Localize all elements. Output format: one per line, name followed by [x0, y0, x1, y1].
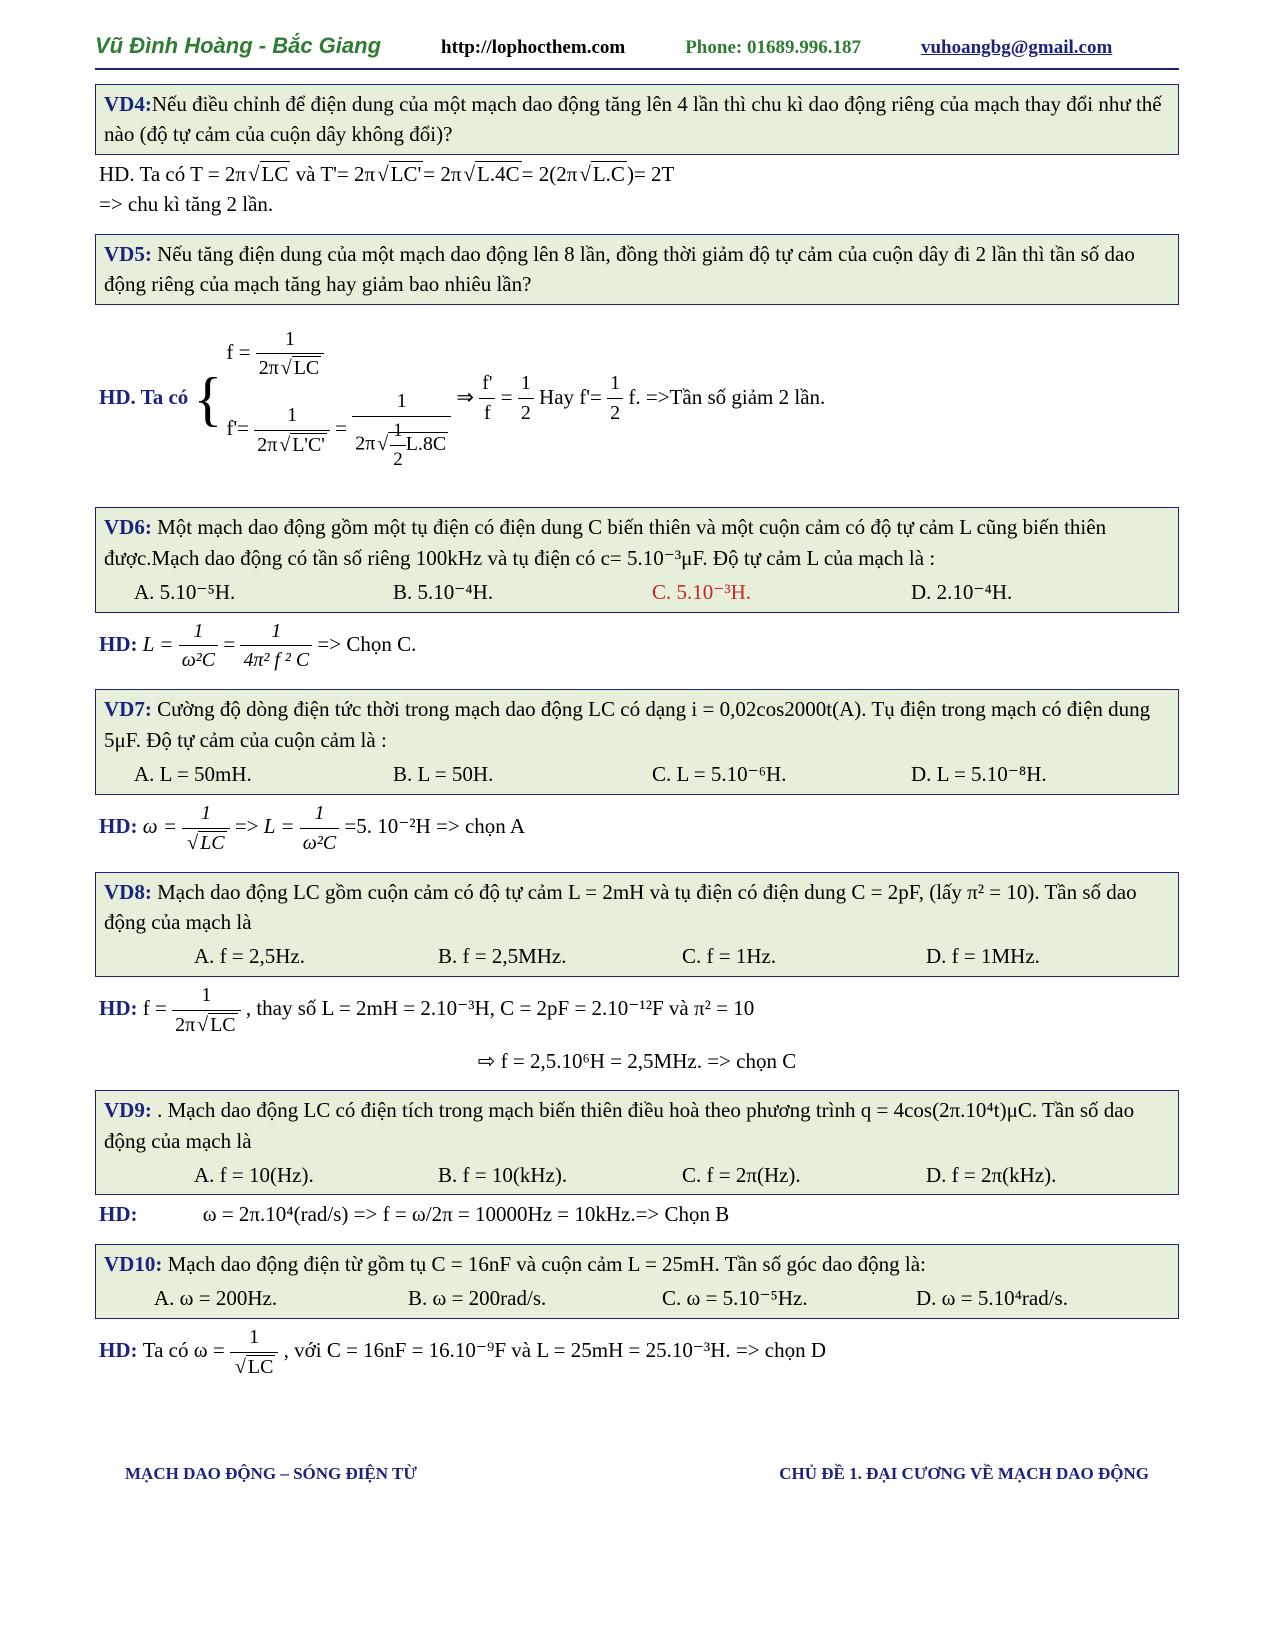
- vd6-tail: => Chọn C.: [317, 632, 416, 656]
- vd6-hd: HD:: [99, 632, 143, 656]
- vd10-hd: HD:: [99, 1338, 143, 1362]
- vd5-hd: HD. Ta có: [99, 385, 188, 409]
- vd5-half1: 12: [518, 369, 534, 428]
- vd9-tail: ω = 2π.10⁴(rad/s) => f = ω/2π = 10000Hz …: [143, 1202, 730, 1226]
- vd9-label: VD9:: [104, 1098, 152, 1122]
- vd7-text: Cường độ dòng điện tức thời trong mạch d…: [104, 697, 1150, 751]
- vd9-optC: C. f = 2π(Hz).: [682, 1160, 926, 1190]
- problem-vd6: VD6: Một mạch dao động gồm một tụ điện c…: [95, 507, 1179, 612]
- vd8-optA: A. f = 2,5Hz.: [104, 941, 438, 971]
- vd5-half2: 12: [607, 369, 623, 428]
- vd8-fpre: f =: [143, 996, 172, 1020]
- vd8-optB: B. f = 2,5MHz.: [438, 941, 682, 971]
- vd4-formula-Tp: T'= 2πLC'= 2πL.4C= 2(2πL.C)= 2T: [320, 162, 674, 186]
- phone-label: Phone: 01689.996.187: [685, 34, 861, 62]
- vd5-solution: HD. Ta có { f = 12πLC f'= 12πL'C' = 12π1…: [95, 305, 1179, 494]
- problem-vd4: VD4:Nếu điều chỉnh để điện dung của một …: [95, 84, 1179, 155]
- email-link[interactable]: vuhoangbg@gmail.com: [921, 34, 1112, 62]
- vd9-options: A. f = 10(Hz). B. f = 10(kHz). C. f = 2π…: [104, 1156, 1170, 1190]
- problem-vd5: VD5: Nếu tăng điện dung của một mạch dao…: [95, 234, 1179, 305]
- vd10-options: A. ω = 200Hz. B. ω = 200rad/s. C. ω = 5.…: [104, 1279, 1170, 1313]
- vd6-label: VD6:: [104, 515, 152, 539]
- vd4-sol3: => chu kì tăng 2 lần.: [99, 192, 273, 216]
- vd10-label: VD10:: [104, 1252, 162, 1276]
- vd7-om: 1LC: [182, 799, 229, 858]
- vd9-optD: D. f = 2π(kHz).: [926, 1160, 1170, 1190]
- vd7-om-pre: ω =: [143, 814, 183, 838]
- vd8-optD: D. f = 1MHz.: [926, 941, 1170, 971]
- vd7-options: A. L = 50mH. B. L = 50H. C. L = 5.10⁻⁶H.…: [104, 755, 1170, 789]
- vd10-solution: HD: Ta có ω = 1LC , với C = 16nF = 16.10…: [95, 1319, 1179, 1382]
- problem-vd9: VD9: . Mạch dao động LC có điện tích tro…: [95, 1090, 1179, 1195]
- vd9-text: . Mạch dao động LC có điện tích trong mạ…: [104, 1098, 1134, 1152]
- author-name: Vũ Đình Hoàng - Bắc Giang: [95, 30, 381, 62]
- vd8-frac: 12πLC: [172, 981, 240, 1040]
- vd6-L: L =: [143, 632, 179, 656]
- vd4-label: VD4:: [104, 92, 152, 116]
- vd6-optD: D. 2.10⁻⁴H.: [911, 577, 1170, 607]
- vd8-solution: HD: f = 12πLC , thay số L = 2mH = 2.10⁻³…: [95, 977, 1179, 1076]
- vd9-optB: B. f = 10(kHz).: [438, 1160, 682, 1190]
- page-header: Vũ Đình Hoàng - Bắc Giang http://lophoct…: [95, 30, 1179, 70]
- vd6-f2: 14π² f ² C: [240, 617, 312, 676]
- vd10-optD: D. ω = 5.10⁴rad/s.: [916, 1283, 1170, 1313]
- vd10-ompre: ω =: [194, 1338, 230, 1362]
- vd8-hd: HD:: [99, 996, 143, 1020]
- vd8-options: A. f = 2,5Hz. B. f = 2,5MHz. C. f = 1Hz.…: [104, 937, 1170, 971]
- vd6-optB: B. 5.10⁻⁴H.: [393, 577, 652, 607]
- vd5-hay: Hay f'=: [539, 385, 607, 409]
- vd7-arr1: =>: [235, 814, 264, 838]
- vd6-options: A. 5.10⁻⁵H. B. 5.10⁻⁴H. C. 5.10⁻³H. D. 2…: [104, 573, 1170, 607]
- vd5-tail: f. =>Tần số giảm 2 lần.: [628, 385, 825, 409]
- vd8-line2: ⇨ f = 2,5.10⁶H = 2,5MHz. => chọn C: [99, 1040, 1175, 1076]
- page-footer: MẠCH DAO ĐỘNG – SÓNG ĐIỆN TỪ CHỦ ĐỀ 1. Đ…: [95, 1462, 1179, 1487]
- vd8-optC: C. f = 1Hz.: [682, 941, 926, 971]
- vd7-optD: D. L = 5.10⁻⁸H.: [911, 759, 1170, 789]
- vd8-mid: , thay số L = 2mH = 2.10⁻³H, C = 2pF = 2…: [246, 996, 754, 1020]
- problem-vd7: VD7: Cường độ dòng điện tức thời trong m…: [95, 689, 1179, 794]
- vd6-solution: HD: L = 1ω²C = 14π² f ² C => Chọn C.: [95, 613, 1179, 676]
- vd4-sol1: HD. Ta có: [99, 162, 190, 186]
- vd6-optA: A. 5.10⁻⁵H.: [104, 577, 393, 607]
- vd9-hd: HD:: [99, 1202, 138, 1226]
- vd10-text: Mạch dao động điện từ gồm tụ C = 16nF và…: [162, 1252, 926, 1276]
- vd4-solution: HD. Ta có T = 2πLC và T'= 2πLC'= 2πL.4C=…: [95, 155, 1179, 220]
- vd4-formula-T: T = 2πLC: [190, 162, 290, 186]
- vd10-optB: B. ω = 200rad/s.: [408, 1283, 662, 1313]
- vd7-L: 1ω²C: [300, 799, 339, 858]
- footer-left: MẠCH DAO ĐỘNG – SÓNG ĐIỆN TỪ: [125, 1462, 417, 1487]
- vd9-optA: A. f = 10(Hz).: [104, 1160, 438, 1190]
- vd8-text: Mạch dao động LC gồm cuộn cảm có độ tự c…: [104, 880, 1137, 934]
- vd7-optC: C. L = 5.10⁻⁶H.: [652, 759, 911, 789]
- vd10-optC: C. ω = 5.10⁻⁵Hz.: [662, 1283, 916, 1313]
- footer-right: CHỦ ĐỀ 1. ĐẠI CƯƠNG VỀ MẠCH DAO ĐỘNG: [779, 1462, 1149, 1487]
- vd8-label: VD8:: [104, 880, 152, 904]
- vd5-ratio: f'f: [479, 369, 495, 428]
- vd7-optA: A. L = 50mH.: [104, 759, 393, 789]
- vd7-label: VD7:: [104, 697, 152, 721]
- site-url[interactable]: http://lophocthem.com: [441, 34, 625, 62]
- vd10-optA: A. ω = 200Hz.: [104, 1283, 408, 1313]
- vd7-optB: B. L = 50H.: [393, 759, 652, 789]
- vd5-text: Nếu tăng điện dung của một mạch dao động…: [104, 242, 1135, 296]
- vd7-tail: =5. 10⁻²H => chọn A: [344, 814, 525, 838]
- vd5-arrow: ⇒: [456, 385, 479, 409]
- vd10-om: 1LC: [230, 1323, 278, 1382]
- vd9-solution: HD: ω = 2π.10⁴(rad/s) => f = ω/2π = 1000…: [95, 1195, 1179, 1229]
- vd6-text: Một mạch dao động gồm một tụ điện có điệ…: [104, 515, 1106, 569]
- vd7-hd: HD:: [99, 814, 143, 838]
- vd5-label: VD5:: [104, 242, 152, 266]
- vd10-pre: Ta có: [143, 1338, 194, 1362]
- vd4-text: Nếu điều chỉnh để điện dung của một mạch…: [104, 92, 1162, 146]
- vd4-sol2: và: [296, 162, 321, 186]
- vd7-solution: HD: ω = 1LC => L = 1ω²C =5. 10⁻²H => chọ…: [95, 795, 1179, 858]
- vd6-optC: C. 5.10⁻³H.: [652, 577, 911, 607]
- vd7-Lpre: L =: [264, 814, 300, 838]
- vd10-tail: , với C = 16nF = 16.10⁻⁹F và L = 25mH = …: [284, 1338, 826, 1362]
- vd5-brace: { f = 12πLC f'= 12πL'C' = 12π12L.8C: [194, 323, 452, 476]
- vd6-f1: 1ω²C: [179, 617, 218, 676]
- problem-vd10: VD10: Mạch dao động điện từ gồm tụ C = 1…: [95, 1244, 1179, 1319]
- problem-vd8: VD8: Mạch dao động LC gồm cuộn cảm có độ…: [95, 872, 1179, 977]
